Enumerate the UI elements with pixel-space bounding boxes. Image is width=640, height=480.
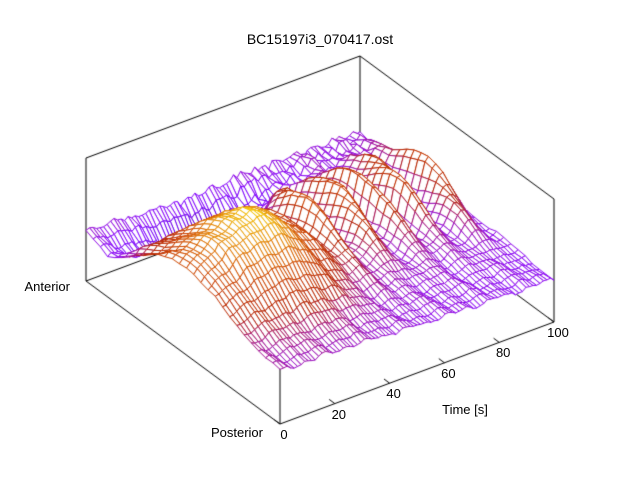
x-tick-label: 80 [495, 345, 511, 361]
x-tick-label: 0 [280, 427, 288, 442]
x-tick-label: 100 [547, 325, 569, 340]
y-axis-back-label: Anterior [24, 279, 70, 294]
x-tick-label: 60 [441, 365, 456, 381]
plot-title: BC15197i3_070417.ost [246, 31, 394, 47]
x-tick-label: 20 [331, 406, 347, 422]
x-tick-label: 40 [386, 386, 401, 402]
x-axis-title: Time [s] [442, 402, 488, 417]
y-axis-front-label: Posterior [210, 425, 263, 440]
